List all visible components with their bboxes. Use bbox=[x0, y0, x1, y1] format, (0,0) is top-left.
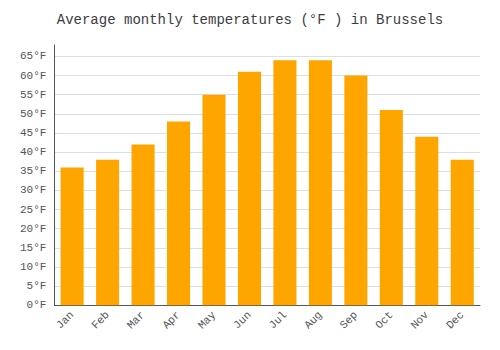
svg-text:35°F: 35°F bbox=[20, 165, 46, 177]
svg-text:Mar: Mar bbox=[125, 309, 147, 331]
svg-text:May: May bbox=[196, 309, 219, 332]
svg-text:15°F: 15°F bbox=[20, 242, 46, 254]
svg-text:0°F: 0°F bbox=[27, 299, 47, 311]
svg-text:20°F: 20°F bbox=[20, 223, 46, 235]
svg-text:25°F: 25°F bbox=[20, 204, 46, 216]
svg-text:Apr: Apr bbox=[160, 309, 182, 331]
svg-text:55°F: 55°F bbox=[20, 89, 46, 101]
svg-text:Jun: Jun bbox=[231, 309, 253, 331]
svg-text:Nov: Nov bbox=[409, 309, 432, 332]
svg-text:5°F: 5°F bbox=[27, 280, 47, 292]
svg-text:Aug: Aug bbox=[302, 309, 324, 331]
svg-text:50°F: 50°F bbox=[20, 108, 46, 120]
svg-text:30°F: 30°F bbox=[20, 184, 46, 196]
svg-text:Sep: Sep bbox=[338, 309, 360, 331]
svg-text:60°F: 60°F bbox=[20, 70, 46, 82]
svg-text:Dec: Dec bbox=[444, 309, 466, 331]
svg-text:40°F: 40°F bbox=[20, 146, 46, 158]
svg-text:Oct: Oct bbox=[373, 309, 395, 331]
svg-text:Jul: Jul bbox=[267, 309, 289, 331]
svg-text:Average monthly temperatures (: Average monthly temperatures (°F ) in Br… bbox=[57, 12, 443, 28]
svg-text:10°F: 10°F bbox=[20, 261, 46, 273]
svg-text:Jan: Jan bbox=[54, 309, 76, 331]
svg-text:45°F: 45°F bbox=[20, 127, 46, 139]
svg-text:65°F: 65°F bbox=[20, 50, 46, 62]
svg-text:Feb: Feb bbox=[89, 309, 111, 331]
